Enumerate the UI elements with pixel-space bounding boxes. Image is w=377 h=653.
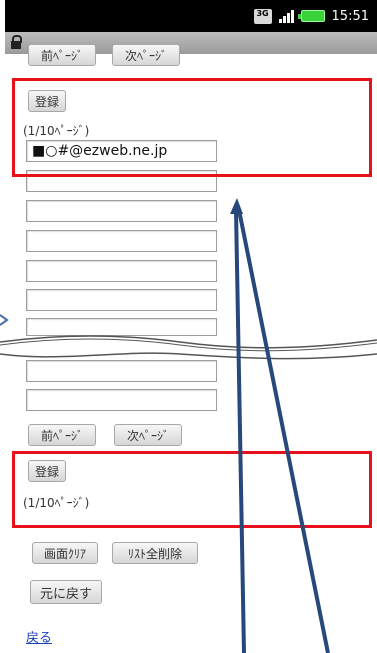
prev-page-button-bottom[interactable]: 前ﾍﾟｰｼﾞ <box>28 424 96 446</box>
status-icons: 3G 15:51 <box>253 7 369 25</box>
battery-icon <box>297 10 325 22</box>
address-field-1[interactable]: ■○#@ezweb.ne.jp <box>26 140 217 162</box>
address-field-9[interactable] <box>26 389 217 411</box>
clock: 15:51 <box>331 8 369 24</box>
address-field-8[interactable] <box>26 360 217 382</box>
highlight-box-top <box>12 78 372 177</box>
address-field-6[interactable] <box>26 289 217 311</box>
clear-screen-button[interactable]: 画面ｸﾘｱ <box>32 542 98 564</box>
register-button-top[interactable]: 登録 <box>28 90 66 112</box>
page-break-divider <box>0 335 377 360</box>
network-3g-icon: 3G <box>253 8 272 24</box>
address-field-5[interactable] <box>26 260 217 282</box>
next-page-button-top[interactable]: 次ﾍﾟｰｼﾞ <box>112 44 180 66</box>
prev-page-button-top[interactable]: 前ﾍﾟｰｼﾞ <box>28 44 96 66</box>
address-field-3[interactable] <box>26 200 217 222</box>
lock-icon <box>11 35 22 49</box>
restore-button[interactable]: 元に戻す <box>30 580 102 604</box>
register-button-bottom[interactable]: 登録 <box>28 460 66 482</box>
address-field-7[interactable] <box>26 318 217 336</box>
secure-bar <box>5 32 377 54</box>
page-indicator-bottom: (1/10ﾍﾟｰｼﾞ) <box>23 496 90 510</box>
highlight-box-bottom <box>12 451 372 528</box>
address-field-4[interactable] <box>26 230 217 252</box>
next-page-button-bottom[interactable]: 次ﾍﾟｰｼﾞ <box>114 424 182 446</box>
status-bar: 3G 15:51 <box>5 0 377 32</box>
delete-all-list-button[interactable]: ﾘｽﾄ全削除 <box>112 542 198 564</box>
page-indicator-top: (1/10ﾍﾟｰｼﾞ) <box>23 124 90 138</box>
side-arrow-icon <box>0 314 9 326</box>
back-link[interactable]: 戻る <box>26 631 53 646</box>
signal-strength-icon <box>278 9 294 23</box>
